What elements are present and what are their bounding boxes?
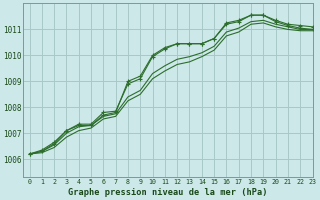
X-axis label: Graphe pression niveau de la mer (hPa): Graphe pression niveau de la mer (hPa)	[68, 188, 268, 197]
